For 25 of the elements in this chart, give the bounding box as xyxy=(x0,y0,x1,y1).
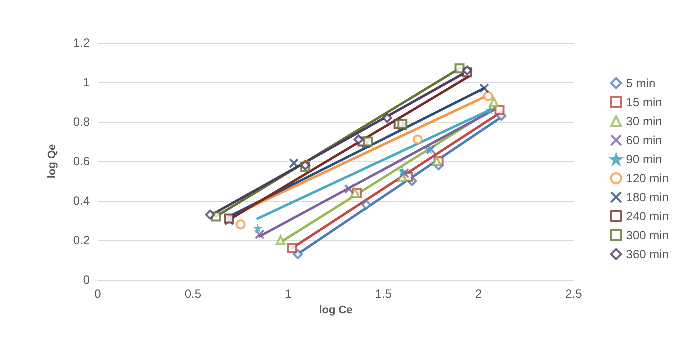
y-tick-label: 0.2 xyxy=(73,234,90,248)
legend-label: 180 min xyxy=(626,190,670,204)
legend-label: 120 min xyxy=(626,172,670,186)
x-axis-title: log Ce xyxy=(319,304,353,316)
y-tick-label: 0.6 xyxy=(73,154,90,168)
legend-label: 300 min xyxy=(626,228,670,242)
y-axis-title: log Qe xyxy=(46,144,58,179)
legend-label: 15 min xyxy=(626,96,662,110)
legend-label: 60 min xyxy=(626,134,662,148)
y-tick-label: 0.4 xyxy=(73,194,90,208)
x-tick-label: 0 xyxy=(94,287,102,301)
legend-label: 360 min xyxy=(626,248,670,262)
legend-label: 90 min xyxy=(626,152,662,166)
legend-label: 240 min xyxy=(626,210,670,224)
x-tick-label: 1 xyxy=(285,287,292,301)
y-tick-label: 1.2 xyxy=(73,36,90,50)
y-tick-label: 0.8 xyxy=(73,115,90,129)
x-tick-label: 0.5 xyxy=(184,287,202,301)
legend-label: 30 min xyxy=(626,114,662,128)
x-tick-label: 1.5 xyxy=(375,287,392,301)
x-tick-label: 2.5 xyxy=(566,287,583,301)
y-tick-label: 0 xyxy=(83,273,90,287)
x-tick-label: 2 xyxy=(475,287,482,301)
legend-label: 5 min xyxy=(626,76,656,90)
y-tick-label: 1 xyxy=(83,76,90,90)
